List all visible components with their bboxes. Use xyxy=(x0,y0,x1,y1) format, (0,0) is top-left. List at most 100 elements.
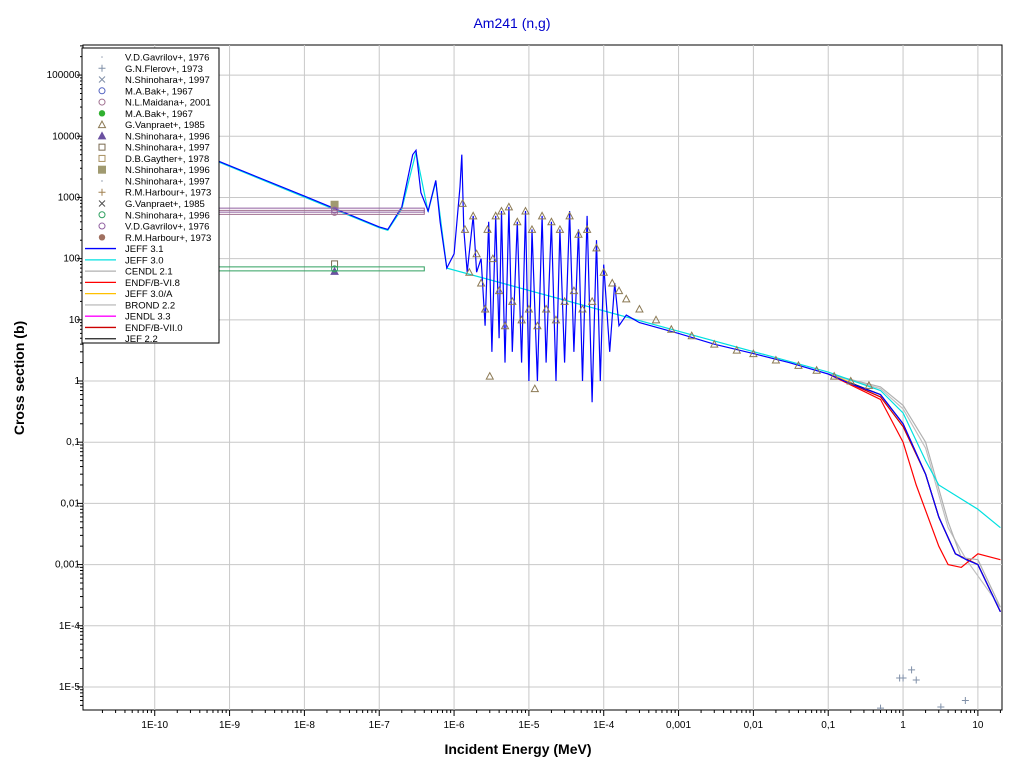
legend-marker xyxy=(98,234,106,241)
data-point xyxy=(494,286,504,295)
data-point xyxy=(614,286,624,295)
x-tick-label: 1E-7 xyxy=(369,720,391,731)
legend-marker xyxy=(98,211,106,219)
legend-marker xyxy=(101,180,103,182)
legend-entry: D.B.Gayther+, 1978 xyxy=(125,154,209,165)
data-point xyxy=(651,315,661,324)
data-point xyxy=(491,211,501,220)
data-point xyxy=(687,331,697,340)
data-point xyxy=(812,365,821,374)
y-tick-label: 10 xyxy=(69,315,81,326)
data-point xyxy=(483,224,492,233)
data-point xyxy=(541,304,551,313)
x-error-bar xyxy=(83,207,425,213)
series-jeff-3-1 xyxy=(83,105,1001,612)
legend-entry: JEFF 3.1 xyxy=(125,244,164,255)
legend-entry: G.Vanpraet+, 1985 xyxy=(125,120,205,131)
x-tick-label: 0,01 xyxy=(744,720,764,731)
legend-entry: N.Shinohara+, 1997 xyxy=(125,75,210,86)
legend-marker xyxy=(98,87,106,95)
data-point xyxy=(330,200,339,209)
data-point xyxy=(458,198,467,207)
data-point xyxy=(599,267,609,276)
legend-entry: JENDL 3.3 xyxy=(125,312,171,323)
data-point xyxy=(476,278,486,287)
legend-entry: N.Shinohara+, 1996 xyxy=(125,131,210,142)
x-tick-label: 1E-4 xyxy=(593,720,615,731)
legend-entry: ENDF/B-VII.0 xyxy=(125,323,183,334)
legend-marker xyxy=(98,110,106,117)
data-point xyxy=(709,339,719,348)
y-tick-label: 0,1 xyxy=(66,437,80,448)
y-tick-label: 100 xyxy=(63,254,80,265)
data-point xyxy=(468,211,478,220)
y-axis-label: Cross section (b) xyxy=(11,321,27,435)
data-point xyxy=(507,296,517,305)
legend-marker xyxy=(98,76,106,83)
data-point xyxy=(666,324,676,333)
data-point xyxy=(732,345,742,354)
data-point xyxy=(488,254,498,263)
data-point xyxy=(555,224,565,233)
data-point xyxy=(794,360,803,369)
x-tick-label: 1E-8 xyxy=(294,720,316,731)
legend-marker xyxy=(98,222,106,230)
legend-marker xyxy=(97,120,107,129)
data-point xyxy=(331,265,339,273)
data-point xyxy=(504,202,514,211)
x-tick-label: 1E-6 xyxy=(444,720,466,731)
data-point xyxy=(512,217,522,226)
data-point xyxy=(582,224,592,233)
legend-entry: R.M.Harbour+, 1973 xyxy=(125,233,211,244)
data-point xyxy=(517,315,526,324)
legend-entry: V.D.Gavrilov+, 1976 xyxy=(125,53,209,64)
x-tick-label: 0,001 xyxy=(666,720,691,731)
legend-marker xyxy=(98,98,106,106)
data-point xyxy=(465,267,474,276)
data-point xyxy=(621,294,631,303)
x-tick-label: 10 xyxy=(972,720,984,731)
y-tick-label: 1E-4 xyxy=(59,621,81,632)
y-tick-label: 1 xyxy=(74,376,80,387)
x-error-bar xyxy=(83,266,425,272)
y-tick-label: 10000 xyxy=(52,131,80,142)
data-point xyxy=(530,384,540,393)
data-point xyxy=(497,206,506,215)
legend-entry: JEF 2.2 xyxy=(125,334,158,345)
legend-entry: JEFF 3.0 xyxy=(125,255,164,266)
chart-title: Am241 (n,g) xyxy=(473,15,550,31)
data-point xyxy=(578,304,587,313)
data-point xyxy=(771,355,781,364)
data-point xyxy=(460,224,470,233)
data-point xyxy=(607,278,617,287)
plot-area xyxy=(82,44,1003,711)
x-axis-label: Incident Energy (MeV) xyxy=(444,741,591,757)
data-point xyxy=(527,224,537,233)
x-tick-label: 1E-10 xyxy=(141,720,168,731)
data-point xyxy=(560,296,569,305)
legend-marker xyxy=(98,200,106,207)
data-point xyxy=(864,380,874,389)
data-point xyxy=(908,666,916,674)
legend-entry: N.Shinohara+, 1997 xyxy=(125,143,210,154)
data-point xyxy=(547,217,556,226)
y-tick-label: 100000 xyxy=(47,70,81,81)
data-point xyxy=(961,697,969,705)
data-point xyxy=(533,321,542,330)
legend-marker xyxy=(98,154,106,162)
legend-marker xyxy=(101,56,103,58)
data-point xyxy=(912,676,920,684)
legend-entry: M.A.Bak+, 1967 xyxy=(125,86,193,97)
data-point xyxy=(565,211,574,220)
data-point xyxy=(846,376,856,385)
y-tick-label: 0,01 xyxy=(61,498,81,509)
data-point xyxy=(569,286,579,295)
legend-entry: N.Shinohara+, 1997 xyxy=(125,176,210,187)
legend-entry: N.Shinohara+, 1996 xyxy=(125,210,210,221)
legend-entry: G.N.Flerov+, 1973 xyxy=(125,64,203,75)
data-point xyxy=(937,703,945,710)
legend-marker xyxy=(98,64,106,72)
legend-entry: N.Shinohara+, 1996 xyxy=(125,165,210,176)
data-point xyxy=(551,315,561,324)
